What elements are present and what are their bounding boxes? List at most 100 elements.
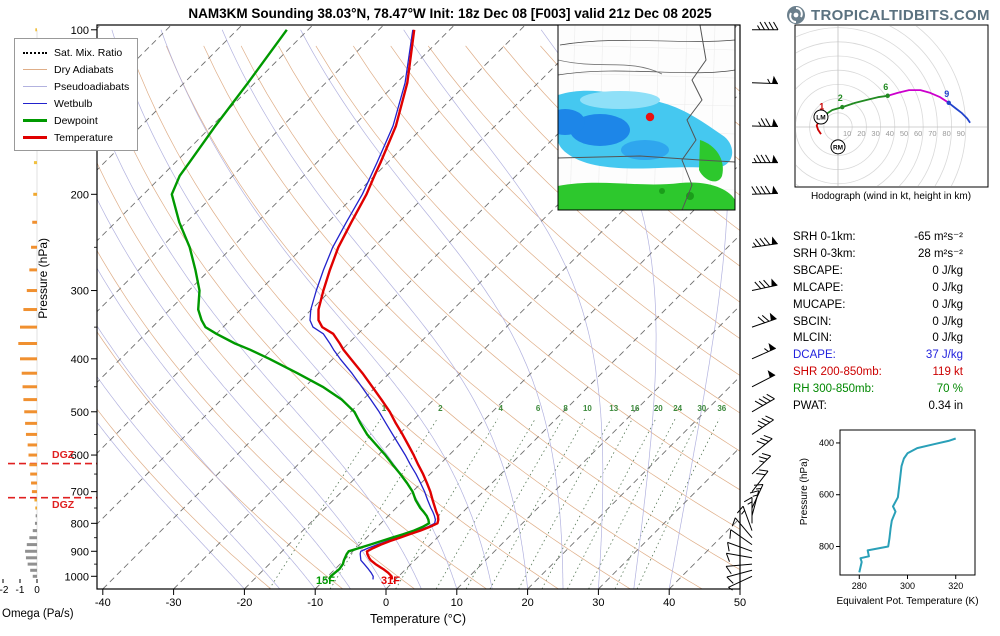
skewt-legend: Sat. Mix. Ratio Dry Adiabats Pseudoadiabat… [14,38,139,151]
stats-row: SHR 200-850mb: 119 kt [793,364,963,381]
stats-label: RH 300-850mb: [793,383,875,396]
stats-row: RH 300-850mb: 70 % [793,381,963,398]
svg-text:320: 320 [948,581,963,591]
svg-text:50: 50 [734,597,746,609]
surface-dewpoint-label: 15F [316,575,335,587]
legend-item: Dry Adiabats [23,61,129,78]
svg-text:600: 600 [819,490,834,500]
svg-text:20: 20 [654,404,663,413]
stats-row: MLCIN: 0 J/kg [793,330,963,347]
stats-value: -65 m²s⁻² [914,231,963,243]
legend-item-label: Dry Adiabats [54,63,114,76]
hodograph-panel: 10 20 30 40 50 60 70 80 90 1 2 6 9 LM RM [794,24,989,188]
svg-text:10: 10 [583,404,592,413]
site-logo-text: TROPICALTIDBITS.COM [811,6,990,24]
svg-text:90: 90 [957,129,965,138]
svg-text:50: 50 [900,129,908,138]
legend-line-sample [23,51,47,54]
stats-row: DCAPE: 37 J/kg [793,347,963,364]
svg-text:10: 10 [451,597,463,609]
inset-map-art [558,25,735,210]
legend-line-sample [23,69,47,70]
svg-text:40: 40 [886,129,894,138]
stats-value: 70 % [936,383,963,396]
legend-item: Pseudoadiabats [23,78,129,95]
legend-item-label: Sat. Mix. Ratio [54,46,123,59]
svg-text:2: 2 [838,93,843,103]
svg-text:1000: 1000 [65,571,89,583]
svg-text:8: 8 [563,404,568,413]
stats-label: MLCIN: [793,332,832,345]
stats-panel: SRH 0-1km: -65 m²s⁻² SRH 0-3km: 28 m²s⁻² SBC… [793,229,963,415]
dgz-label-lower: DGZ [52,499,75,511]
legend-item: Dewpoint [23,112,129,129]
legend-item-label: Temperature [54,131,113,144]
legend-line-sample [23,119,47,122]
svg-text:40: 40 [663,597,675,609]
svg-text:280: 280 [852,581,867,591]
svg-text:-10: -10 [307,597,323,609]
svg-text:400: 400 [819,438,834,448]
omega-panel: 0 -1 -2 [0,28,40,596]
sounding-profiles [170,29,440,580]
thetae-y-label: Pressure (hPa) [799,458,810,526]
svg-text:9: 9 [944,89,949,99]
svg-text:6: 6 [536,404,541,413]
svg-text:24: 24 [673,404,682,413]
stats-value: 37 J/kg [925,349,963,362]
svg-text:10: 10 [843,129,851,138]
mixing-ratio-labels: 1 2 4 6 8 10 13 16 20 24 30 36 [382,404,727,413]
stats-value: 0 J/kg [932,281,963,294]
stats-label: DCAPE: [793,349,836,362]
stats-row: SRH 0-3km: 28 m²s⁻² [793,246,963,263]
svg-text:-20: -20 [236,597,252,609]
svg-text:200: 200 [71,189,89,201]
svg-text:300: 300 [71,286,89,298]
svg-text:600: 600 [71,450,89,462]
svg-text:2: 2 [438,404,443,413]
svg-text:800: 800 [819,542,834,552]
stats-row: MLCAPE: 0 J/kg [793,280,963,297]
svg-text:30: 30 [697,404,706,413]
hodograph-art: 10 20 30 40 50 60 70 80 90 1 2 6 9 LM RM [796,26,987,186]
svg-text:1: 1 [382,404,387,413]
stats-value: 0 J/kg [932,264,963,277]
stats-row: SRH 0-1km: -65 m²s⁻² [793,229,963,246]
svg-text:500: 500 [71,407,89,419]
hurricane-icon [787,6,805,24]
svg-text:RM: RM [833,144,843,151]
svg-text:700: 700 [71,487,89,499]
temperature-axis-label: Temperature (°C) [370,612,466,626]
stats-value: 0 J/kg [932,315,963,328]
stats-label: MLCAPE: [793,281,844,294]
pressure-axis-label: Pressure (hPa) [36,238,50,319]
stats-value: 0 J/kg [932,332,963,345]
wind-barb-column [725,21,779,591]
svg-text:36: 36 [717,404,726,413]
dgz-label-upper: DGZ [52,449,75,461]
page-title: NAM3KM Sounding 38.03°N, 78.47°W Init: 1… [188,6,712,21]
theta-e-line [858,437,957,573]
stats-row: MUCAPE: 0 J/kg [793,297,963,314]
svg-text:6: 6 [883,82,888,92]
svg-text:0: 0 [383,597,389,609]
svg-text:4: 4 [498,404,503,413]
stats-label: SRH 0-1km: [793,231,856,243]
legend-item: Wetbulb [23,95,129,112]
svg-text:80: 80 [942,129,950,138]
svg-text:400: 400 [71,354,89,366]
svg-text:-2: -2 [0,585,9,596]
stats-label: SRH 0-3km: [793,247,856,260]
legend-item: Temperature [23,129,129,146]
legend-item-label: Pseudoadiabats [54,80,130,93]
site-logo: TROPICALTIDBITS.COM [786,5,990,25]
legend-line-sample [23,136,47,139]
stats-value: 119 kt [932,366,963,379]
svg-text:30: 30 [871,129,879,138]
inset-map [557,24,736,211]
stats-label: PWAT: [793,400,827,413]
svg-text:16: 16 [631,404,640,413]
svg-text:100: 100 [71,25,89,37]
